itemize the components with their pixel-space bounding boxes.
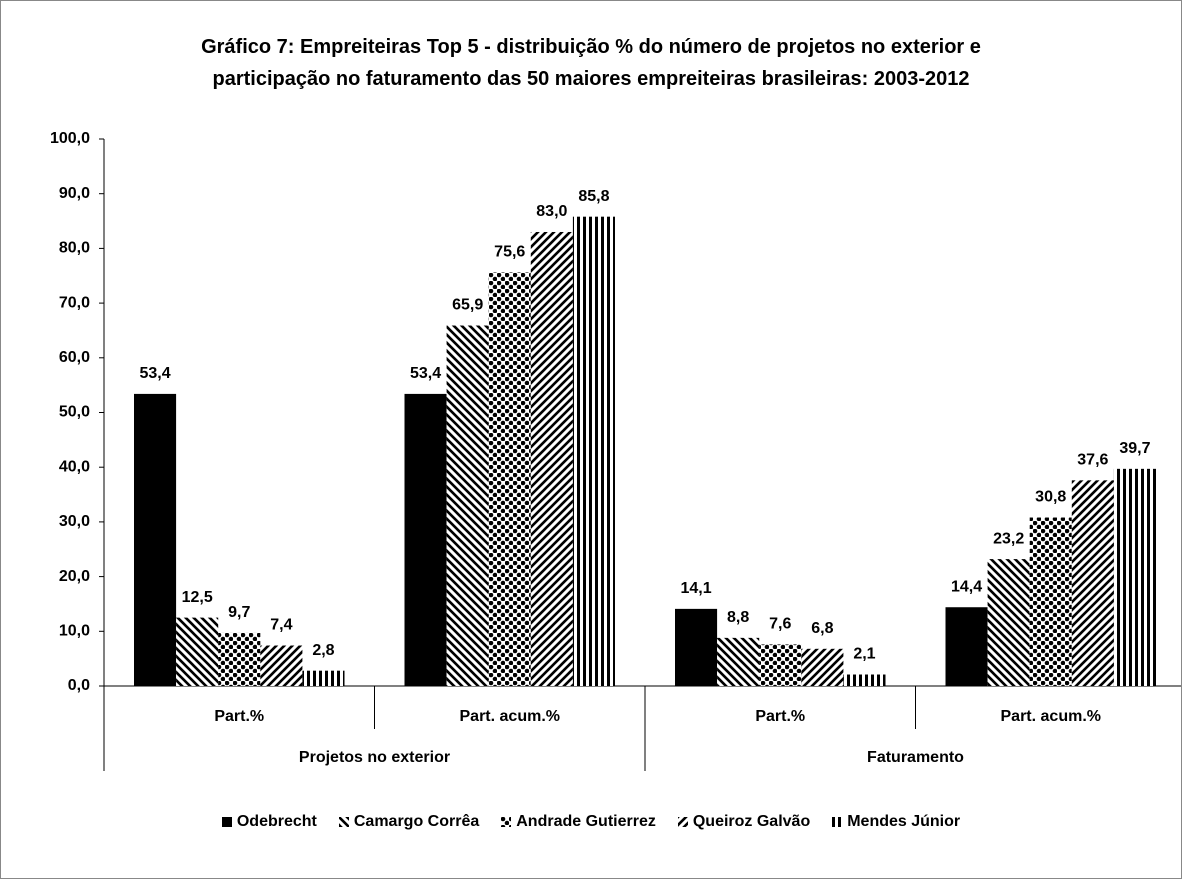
data-label: 14,4 bbox=[951, 578, 982, 595]
data-label: 2,1 bbox=[853, 646, 875, 663]
y-tick-label: 90,0 bbox=[59, 185, 90, 202]
bar bbox=[1113, 468, 1156, 686]
legend-swatch-fill bbox=[832, 817, 843, 827]
y-tick-label: 20,0 bbox=[59, 568, 90, 585]
x-tick-label: Part.% bbox=[214, 708, 264, 725]
y-tick-label: 0,0 bbox=[68, 677, 90, 694]
bar bbox=[488, 272, 531, 686]
bar bbox=[801, 648, 844, 686]
data-label: 14,1 bbox=[680, 580, 711, 597]
bar bbox=[945, 607, 988, 686]
bar bbox=[1071, 480, 1114, 686]
category-group-label: Faturamento bbox=[867, 749, 964, 766]
bar bbox=[134, 393, 177, 686]
data-label: 7,6 bbox=[769, 616, 791, 633]
bar bbox=[987, 559, 1030, 686]
bar bbox=[759, 644, 802, 686]
data-label: 53,4 bbox=[410, 365, 441, 382]
y-tick-label: 100,0 bbox=[50, 130, 90, 147]
data-label: 12,5 bbox=[182, 589, 213, 606]
bar bbox=[675, 608, 718, 686]
data-label: 37,6 bbox=[1077, 452, 1108, 469]
y-tick-label: 50,0 bbox=[59, 404, 90, 421]
legend-label: Mendes Júnior bbox=[847, 813, 961, 830]
legend-label: Camargo Corrêa bbox=[353, 813, 480, 830]
legend-swatch bbox=[338, 817, 349, 827]
bar bbox=[717, 637, 760, 686]
chart-title: Gráfico 7: Empreiteiras Top 5 - distribu… bbox=[201, 36, 981, 90]
data-label: 23,2 bbox=[993, 530, 1024, 547]
bar bbox=[843, 674, 886, 686]
legend-item: Camargo Corrêa bbox=[338, 813, 480, 831]
data-label: 9,7 bbox=[228, 604, 250, 621]
data-label: 39,7 bbox=[1119, 440, 1150, 457]
legend-item: Odebrecht bbox=[221, 813, 317, 831]
legend-swatch-fill bbox=[221, 817, 232, 827]
data-label: 65,9 bbox=[452, 297, 483, 314]
bar bbox=[404, 393, 447, 686]
legend-swatch bbox=[501, 817, 512, 827]
legend-swatch-fill bbox=[501, 817, 512, 827]
data-label: 30,8 bbox=[1035, 489, 1066, 506]
legend-swatch bbox=[832, 817, 843, 827]
data-label: 75,6 bbox=[494, 244, 525, 261]
legend-label: Odebrecht bbox=[236, 813, 317, 830]
legend-label: Andrade Gutierrez bbox=[516, 813, 656, 830]
data-label: 53,4 bbox=[139, 365, 170, 382]
bar bbox=[1029, 517, 1072, 686]
data-label: 2,8 bbox=[312, 642, 334, 659]
y-tick-label: 30,0 bbox=[59, 513, 90, 530]
category-group-label: Projetos no exterior bbox=[299, 749, 450, 766]
bar bbox=[260, 645, 303, 686]
legend-swatch bbox=[677, 817, 688, 827]
y-tick-label: 70,0 bbox=[59, 294, 90, 311]
data-label: 85,8 bbox=[578, 188, 609, 205]
bar bbox=[530, 231, 573, 687]
y-tick-label: 40,0 bbox=[59, 458, 90, 475]
bar bbox=[572, 216, 615, 686]
legend-item: Queiroz Galvão bbox=[677, 813, 811, 831]
legend: Odebrecht Camargo Corrêa Andrade Gutierrez… bbox=[1, 813, 1181, 831]
legend-swatch bbox=[221, 817, 232, 827]
bar bbox=[176, 617, 219, 686]
legend-item: Andrade Gutierrez bbox=[501, 813, 656, 831]
x-tick-label: Part. acum.% bbox=[460, 708, 560, 725]
data-label: 8,8 bbox=[727, 609, 749, 626]
x-tick-label: Part.% bbox=[755, 708, 805, 725]
y-tick-label: 80,0 bbox=[59, 240, 90, 257]
bar bbox=[218, 632, 261, 686]
data-label: 83,0 bbox=[536, 203, 567, 220]
data-label: 6,8 bbox=[811, 620, 833, 637]
legend-swatch-fill bbox=[677, 817, 688, 827]
legend-item: Mendes Júnior bbox=[832, 813, 960, 831]
bar bbox=[446, 325, 489, 686]
bar bbox=[302, 670, 345, 686]
legend-label: Queiroz Galvão bbox=[692, 813, 811, 830]
legend-swatch-fill bbox=[338, 817, 349, 827]
x-tick-label: Part. acum.% bbox=[1001, 708, 1101, 725]
data-label: 7,4 bbox=[270, 617, 292, 634]
y-tick-label: 10,0 bbox=[59, 623, 90, 640]
y-tick-label: 60,0 bbox=[59, 349, 90, 366]
